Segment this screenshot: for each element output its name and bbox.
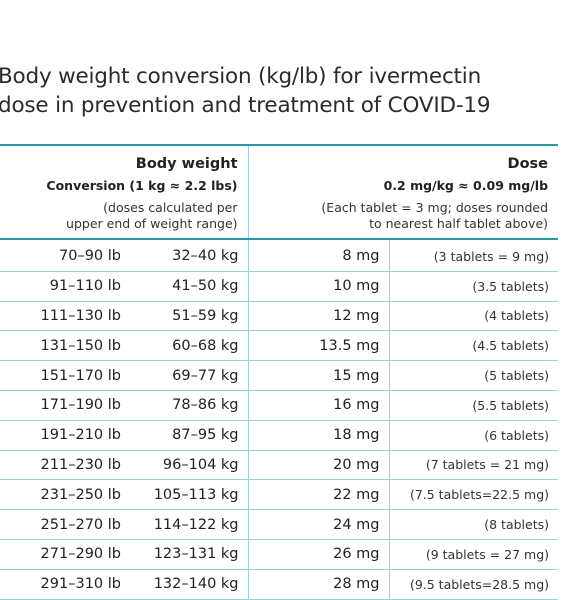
weight-lb-cell: 131–150 lb: [0, 330, 130, 362]
weight-kg-cell: 96–104 kg: [130, 450, 249, 481]
body-weight-note-1: (doses calculated per: [103, 200, 238, 215]
table-row: 131–150 lb 60–68 kg 13.5 mg (4.5 tablets): [0, 330, 559, 362]
body-weight-header: Body weight Conversion (1 kg ≈ 2.2 lbs) …: [0, 144, 249, 240]
tablets-cell: (7.5 tablets=22.5 mg): [389, 479, 559, 511]
tablets-cell: (7 tablets = 21 mg): [389, 450, 559, 481]
dose-mg-cell: 24 mg: [248, 509, 390, 540]
tablets-cell: (5.5 tablets): [389, 390, 559, 421]
weight-lb-cell: 151–170 lb: [0, 360, 130, 391]
tablets-cell: (4.5 tablets): [389, 330, 559, 362]
weight-lb-cell: 211–230 lb: [0, 450, 130, 481]
tablets-cell: (8 tablets): [389, 509, 559, 540]
dose-header: Dose 0.2 mg/kg ≈ 0.09 mg/lb (Each tablet…: [248, 144, 559, 240]
tablets-cell: (4 tablets): [389, 301, 559, 332]
tablets-cell: (9 tablets = 27 mg): [389, 539, 559, 570]
dose-mg-cell: 15 mg: [248, 360, 390, 391]
dose-mg-cell: 16 mg: [248, 390, 390, 421]
table-row: 111–130 lb 51–59 kg 12 mg (4 tablets): [0, 301, 559, 332]
conversion-label: Conversion (1 kg ≈ 2.2 lbs): [46, 178, 238, 193]
dose-mg-cell: 18 mg: [248, 420, 390, 451]
dose-mg-cell: 12 mg: [248, 301, 390, 332]
body-weight-label: Body weight: [135, 156, 238, 172]
weight-kg-cell: 78–86 kg: [130, 390, 249, 421]
table-row: 291–310 lb 132–140 kg 28 mg (9.5 tablets=28…: [0, 569, 559, 600]
weight-lb-cell: 171–190 lb: [0, 390, 130, 421]
weight-kg-cell: 114–122 kg: [130, 509, 249, 540]
weight-kg-cell: 51–59 kg: [130, 301, 249, 332]
weight-lb-cell: 231–250 lb: [0, 479, 130, 511]
weight-kg-cell: 41–50 kg: [130, 271, 249, 302]
weight-lb-cell: 271–290 lb: [0, 539, 130, 570]
weight-kg-cell: 69–77 kg: [130, 360, 249, 391]
table-row: 151–170 lb 69–77 kg 15 mg (5 tablets): [0, 360, 559, 391]
dose-mg-cell: 22 mg: [248, 479, 390, 511]
weight-kg-cell: 87–95 kg: [130, 420, 249, 451]
table-row: 271–290 lb 123–131 kg 26 mg (9 tablets = 27…: [0, 539, 559, 570]
weight-kg-cell: 123–131 kg: [130, 539, 249, 570]
dose-note-1: (Each tablet = 3 mg; doses rounded: [321, 200, 549, 215]
dose-table: Body weight Conversion (1 kg ≈ 2.2 lbs) …: [0, 144, 559, 600]
dose-mg-cell: 8 mg: [248, 239, 390, 272]
table-row: 70–90 lb 32–40 kg 8 mg (3 tablets = 9 mg): [0, 239, 559, 272]
tablets-cell: (6 tablets): [389, 420, 559, 451]
weight-kg-cell: 60–68 kg: [130, 330, 249, 362]
weight-lb-cell: 291–310 lb: [0, 569, 130, 600]
weight-kg-cell: 32–40 kg: [130, 239, 249, 272]
dose-mg-cell: 26 mg: [248, 539, 390, 570]
dose-label: Dose: [507, 156, 549, 172]
weight-lb-cell: 70–90 lb: [0, 239, 130, 272]
weight-kg-cell: 132–140 kg: [130, 569, 249, 600]
weight-lb-cell: 251–270 lb: [0, 509, 130, 540]
title-line-2: dose in prevention and treatment of COVI…: [0, 93, 491, 118]
body-weight-note-2: upper end of weight range): [66, 216, 238, 231]
title-line-1: Body weight conversion (kg/lb) for iverm…: [0, 64, 481, 89]
dose-mg-cell: 13.5 mg: [248, 330, 390, 362]
table-row: 191–210 lb 87–95 kg 18 mg (6 tablets): [0, 420, 559, 451]
tablets-cell: (3.5 tablets): [389, 271, 559, 302]
weight-lb-cell: 91–110 lb: [0, 271, 130, 302]
dose-mg-cell: 20 mg: [248, 450, 390, 481]
dose-rate-label: 0.2 mg/kg ≈ 0.09 mg/lb: [383, 178, 549, 193]
table-row: 211–230 lb 96–104 kg 20 mg (7 tablets = 21 …: [0, 450, 559, 481]
dose-note-2: to nearest half tablet above): [369, 216, 549, 231]
tablets-cell: (9.5 tablets=28.5 mg): [389, 569, 559, 600]
weight-lb-cell: 111–130 lb: [0, 301, 130, 332]
page-title: Body weight conversion (kg/lb) for iverm…: [0, 62, 568, 120]
dose-mg-cell: 28 mg: [248, 569, 390, 600]
dose-mg-cell: 10 mg: [248, 271, 390, 302]
table-row: 231–250 lb 105–113 kg 22 mg (7.5 tablets=22…: [0, 479, 559, 511]
weight-lb-cell: 191–210 lb: [0, 420, 130, 451]
weight-kg-cell: 105–113 kg: [130, 479, 249, 511]
table-row: 171–190 lb 78–86 kg 16 mg (5.5 tablets): [0, 390, 559, 421]
table-row: 251–270 lb 114–122 kg 24 mg (8 tablets): [0, 509, 559, 540]
tablets-cell: (5 tablets): [389, 360, 559, 391]
table-row: 91–110 lb 41–50 kg 10 mg (3.5 tablets): [0, 271, 559, 302]
table-header-row: Body weight Conversion (1 kg ≈ 2.2 lbs) …: [0, 144, 559, 240]
tablets-cell: (3 tablets = 9 mg): [389, 239, 559, 272]
